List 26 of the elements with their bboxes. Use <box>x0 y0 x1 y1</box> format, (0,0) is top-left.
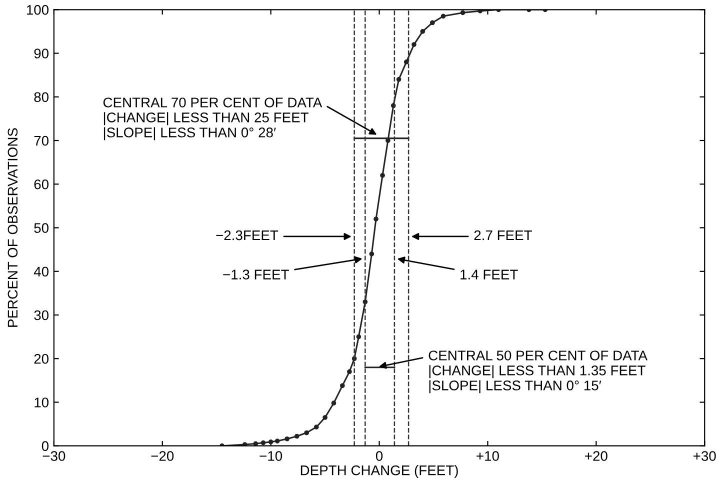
annotation: CENTRAL 70 PER CENT OF DATA |CHANGE| LESS THAN 25 FEET |SLOPE| LESS THAN 0° 28′ <box>103 98 322 140</box>
x-tick-label: −30 <box>42 451 66 461</box>
ref-line-label: 2.7 FEET <box>474 230 532 240</box>
x-tick-label: −10 <box>260 451 282 461</box>
x-axis-title: DEPTH CHANGE (FEET) <box>300 465 458 478</box>
y-tick-label: 40 <box>34 266 49 277</box>
ref-line-label: −1.3 FEET <box>223 270 289 280</box>
y-tick-label: 90 <box>34 48 49 58</box>
annotation: CENTRAL 50 PER CENT OF DATA |CHANGE| LESS THAN 1.35 FEET |SLOPE| LESS THAN 0° 15′ <box>428 350 648 394</box>
ref-line-label: −2.3FEET <box>216 230 278 240</box>
y-axis-title: PERCENT OF OBSERVATIONS <box>8 128 18 327</box>
y-tick-label: 20 <box>34 354 49 364</box>
y-tick-label: 30 <box>34 310 49 320</box>
y-tick-label: 50 <box>34 223 49 233</box>
y-tick-label: 70 <box>34 136 49 146</box>
y-tick-label: 100 <box>26 4 49 15</box>
x-tick-label: +30 <box>694 451 716 461</box>
ref-line-label: 1.4 FEET <box>460 270 518 280</box>
y-tick-label: 60 <box>34 179 49 190</box>
y-tick-label: 0 <box>42 441 49 452</box>
y-tick-label: 10 <box>34 398 49 408</box>
x-tick-label: −20 <box>151 451 174 461</box>
x-tick-label: 0 <box>376 451 383 461</box>
x-tick-label: +20 <box>585 451 608 461</box>
y-tick-label: 80 <box>34 92 49 102</box>
x-tick-label: +10 <box>476 451 499 461</box>
